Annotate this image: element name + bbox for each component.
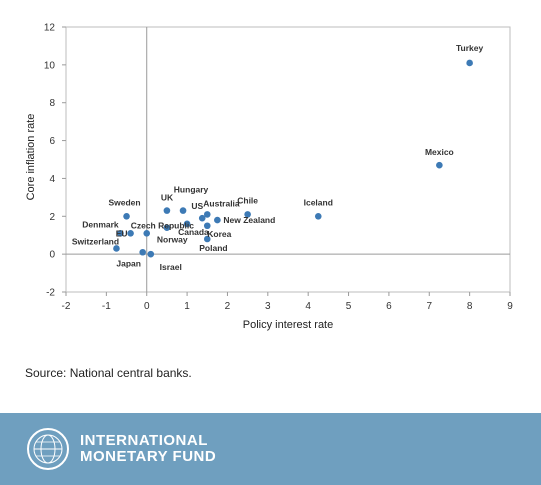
data-point <box>163 207 171 214</box>
data-point <box>113 245 120 252</box>
plot-frame <box>65 26 511 293</box>
data-point <box>123 212 130 220</box>
x-axis-title: Policy interest rate <box>243 319 333 331</box>
brand-line-1: INTERNATIONAL <box>80 432 208 449</box>
data-point <box>183 220 191 228</box>
x-tick-label: 4 <box>305 301 311 312</box>
y-tick-label: 6 <box>49 136 55 147</box>
imf-seal-icon <box>27 428 69 470</box>
point-label: US <box>191 201 203 211</box>
y-tick-label: 10 <box>44 60 56 71</box>
point-labels: Turkey Mexico Iceland Chile Hungary Australia… <box>72 43 484 272</box>
point-label: Denmark <box>82 219 119 229</box>
y-tick-label: 2 <box>49 212 55 223</box>
point-label: Israel <box>160 262 182 272</box>
point-label: Iceland <box>304 197 333 207</box>
imf-brand-name: INTERNATIONAL MONETARY FUND <box>80 433 216 465</box>
x-tick-label: 0 <box>144 301 150 312</box>
point-label: Sweden <box>108 197 140 207</box>
y-tick-labels: -2 0 2 4 6 8 10 12 <box>44 23 56 299</box>
data-point <box>117 230 124 237</box>
x-tick-label: 2 <box>225 301 231 312</box>
data-point <box>436 161 443 169</box>
point-label: Czech Republic <box>131 220 195 230</box>
y-tick-label: -2 <box>46 288 55 299</box>
point-label: Poland <box>199 243 227 253</box>
data-point <box>179 207 187 214</box>
point-label: Australia <box>203 198 240 208</box>
point-label: UK <box>161 193 174 203</box>
point-label: Chile <box>237 195 258 205</box>
point-label: Korea <box>207 229 231 239</box>
source-note: Source: National central banks. <box>25 366 192 380</box>
x-tick-label: 6 <box>386 301 392 312</box>
data-point <box>214 216 221 224</box>
point-label: Canada <box>178 227 209 237</box>
brand-line-2: MONETARY FUND <box>80 448 217 465</box>
imf-footer: INTERNATIONAL MONETARY FUND <box>0 413 541 485</box>
data-point <box>198 214 206 222</box>
data-point <box>147 250 155 258</box>
x-tick-label: 9 <box>507 301 513 312</box>
data-point <box>314 212 322 220</box>
y-tick-label: 4 <box>49 174 55 185</box>
x-tick-label: 5 <box>346 301 352 312</box>
point-label: Mexico <box>425 147 454 157</box>
y-tick-label: 12 <box>44 23 56 34</box>
point-label: Norway <box>157 235 188 245</box>
x-tick-label: 1 <box>184 301 190 312</box>
x-tick-label: 8 <box>467 301 473 312</box>
data-points <box>113 59 473 258</box>
y-tick-label: 8 <box>49 98 55 109</box>
x-tick-label: -1 <box>102 301 111 312</box>
x-tick-label: 3 <box>265 301 271 312</box>
x-tick-labels: -2 -1 0 1 2 3 4 5 6 7 8 9 <box>62 301 514 312</box>
point-label: Hungary <box>174 185 209 195</box>
data-point <box>203 222 211 230</box>
data-point <box>203 235 211 243</box>
data-point <box>466 59 473 67</box>
point-label: New Zealand <box>223 215 275 225</box>
data-point <box>143 230 151 237</box>
point-label: EU <box>116 228 128 238</box>
point-label: Turkey <box>456 43 484 53</box>
data-point <box>203 211 211 218</box>
x-tick-label: -2 <box>62 301 71 312</box>
data-point <box>244 211 251 218</box>
point-label: Switzerland <box>72 236 119 246</box>
y-tick-label: 0 <box>49 250 55 261</box>
x-tick-label: 7 <box>426 301 432 312</box>
data-point <box>127 230 134 237</box>
point-label: Japan <box>116 258 141 268</box>
chart-axes <box>62 26 511 296</box>
data-point <box>163 224 171 231</box>
data-point <box>139 248 146 256</box>
y-axis-title: Core inflation rate <box>25 114 37 201</box>
